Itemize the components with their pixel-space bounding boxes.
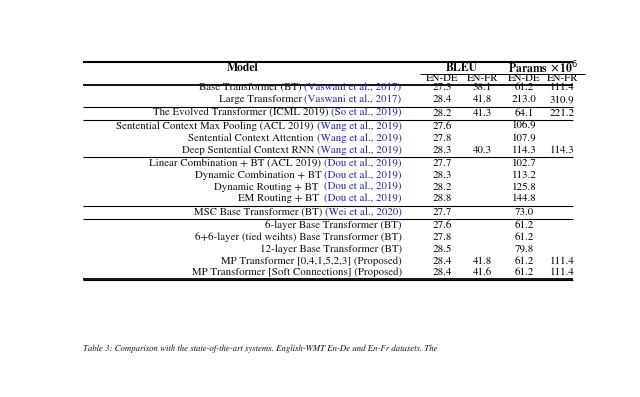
- Text: Linear Combination + BT (ACL 2019): Linear Combination + BT (ACL 2019): [149, 158, 324, 168]
- Text: 111.4: 111.4: [550, 268, 575, 278]
- Text: 61.2: 61.2: [515, 256, 534, 266]
- Text: 28.3: 28.3: [432, 145, 452, 154]
- Text: 144.8: 144.8: [512, 194, 536, 204]
- Text: 221.2: 221.2: [550, 108, 575, 118]
- Text: 41.8: 41.8: [472, 95, 492, 104]
- Text: (Wang et al., 2019): (Wang et al., 2019): [317, 145, 402, 154]
- Text: 61.2: 61.2: [515, 220, 534, 230]
- Text: 113.2: 113.2: [511, 170, 536, 179]
- Text: (Wei et al., 2020): (Wei et al., 2020): [324, 207, 402, 217]
- Text: 38.1: 38.1: [472, 83, 492, 93]
- Text: MP Transformer [Soft Connections] (Proposed): MP Transformer [Soft Connections] (Propo…: [191, 268, 402, 278]
- Text: (Dou et al., 2019): (Dou et al., 2019): [324, 158, 402, 168]
- Text: EM Routing + BT: EM Routing + BT: [237, 194, 324, 204]
- Text: Params $\times$10$^{6}$: Params $\times$10$^{6}$: [508, 60, 578, 77]
- Text: 27.6: 27.6: [432, 121, 452, 131]
- Text: 12-layer Base Transformer (BT): 12-layer Base Transformer (BT): [259, 244, 402, 254]
- Text: 79.8: 79.8: [515, 244, 534, 254]
- Text: Deep Sentential Context RNN: Deep Sentential Context RNN: [182, 145, 317, 154]
- Text: BLEU: BLEU: [446, 62, 478, 74]
- Text: (Dou et al., 2019): (Dou et al., 2019): [324, 182, 402, 192]
- Text: EN-FR: EN-FR: [467, 73, 498, 83]
- Text: 27.7: 27.7: [432, 207, 452, 217]
- Text: Sentential Context Attention: Sentential Context Attention: [188, 133, 317, 143]
- Text: 28.4: 28.4: [432, 95, 452, 104]
- Text: 40.3: 40.3: [473, 145, 492, 154]
- Text: 106.9: 106.9: [512, 121, 536, 131]
- Text: 102.7: 102.7: [512, 158, 536, 168]
- Text: 61.2: 61.2: [515, 268, 534, 278]
- Text: Model: Model: [227, 62, 258, 74]
- Text: 125.8: 125.8: [512, 182, 536, 192]
- Text: (So et al., 2019): (So et al., 2019): [331, 108, 402, 118]
- Text: 27.3: 27.3: [432, 83, 452, 93]
- Text: 28.3: 28.3: [432, 170, 452, 179]
- Text: 111.4: 111.4: [550, 83, 575, 93]
- Text: Base Transformer (BT): Base Transformer (BT): [199, 83, 305, 93]
- Text: 28.2: 28.2: [432, 108, 452, 118]
- Text: 114.3: 114.3: [550, 145, 575, 154]
- Text: Large Transformer: Large Transformer: [219, 95, 305, 104]
- Text: 61.2: 61.2: [515, 83, 534, 93]
- Text: 6-layer Base Transformer (BT): 6-layer Base Transformer (BT): [265, 220, 402, 230]
- Text: EN-DE: EN-DE: [508, 73, 540, 83]
- Text: EN-DE: EN-DE: [426, 73, 458, 83]
- Text: 28.2: 28.2: [432, 182, 452, 192]
- Text: (Vaswani et al., 2017): (Vaswani et al., 2017): [305, 95, 402, 104]
- Text: 28.5: 28.5: [432, 244, 452, 254]
- Text: 114.3: 114.3: [512, 145, 536, 154]
- Text: Dynamic Routing + BT: Dynamic Routing + BT: [214, 182, 324, 192]
- Text: MP Transformer [0,4,1,5,2,3] (Proposed): MP Transformer [0,4,1,5,2,3] (Proposed): [221, 256, 402, 266]
- Text: The Evolved Transformer (ICML 2019): The Evolved Transformer (ICML 2019): [153, 108, 331, 118]
- Text: Sentential Context Max Pooling (ACL 2019): Sentential Context Max Pooling (ACL 2019…: [116, 121, 317, 131]
- Text: 73.0: 73.0: [515, 207, 534, 217]
- Text: 64.1: 64.1: [515, 108, 534, 118]
- Text: 6+6-layer (tied weihts) Base Transformer (BT): 6+6-layer (tied weihts) Base Transformer…: [195, 232, 402, 242]
- Text: 310.9: 310.9: [550, 95, 574, 104]
- Text: 27.8: 27.8: [432, 232, 452, 242]
- Text: 41.6: 41.6: [472, 268, 492, 278]
- Text: 107.9: 107.9: [512, 133, 536, 143]
- Text: Dynamic Combination + BT: Dynamic Combination + BT: [195, 170, 324, 179]
- Text: 28.4: 28.4: [432, 268, 452, 278]
- Text: 27.8: 27.8: [432, 133, 452, 143]
- Text: 213.0: 213.0: [512, 95, 536, 104]
- Text: (Wang et al., 2019): (Wang et al., 2019): [317, 133, 402, 143]
- Text: (Dou et al., 2019): (Dou et al., 2019): [324, 194, 402, 204]
- Text: 111.4: 111.4: [550, 256, 575, 266]
- Text: EN-FR: EN-FR: [547, 73, 578, 83]
- Text: Table 3: Comparison with the state-of-the-art systems. English-WMT En-De and En-: Table 3: Comparison with the state-of-th…: [83, 345, 438, 353]
- Text: 41.8: 41.8: [472, 256, 492, 266]
- Text: MSC Base Transformer (BT): MSC Base Transformer (BT): [194, 207, 324, 217]
- Text: 28.4: 28.4: [432, 256, 452, 266]
- Text: 61.2: 61.2: [515, 232, 534, 242]
- Text: 41.3: 41.3: [472, 108, 492, 118]
- Text: 27.6: 27.6: [432, 220, 452, 230]
- Text: (Vaswani et al., 2017): (Vaswani et al., 2017): [305, 83, 402, 93]
- Text: 27.7: 27.7: [432, 158, 452, 168]
- Text: 28.8: 28.8: [432, 194, 452, 204]
- Text: (Wang et al., 2019): (Wang et al., 2019): [317, 121, 402, 131]
- Text: (Dou et al., 2019): (Dou et al., 2019): [324, 170, 402, 179]
